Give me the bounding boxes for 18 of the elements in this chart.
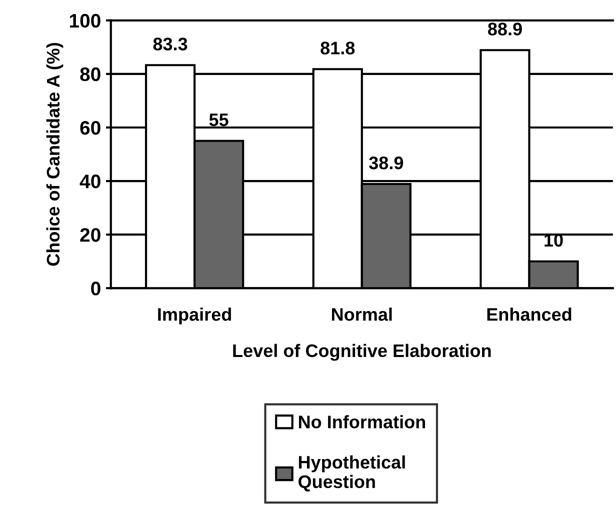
- x-axis-title: Level of Cognitive Elaboration: [233, 344, 491, 361]
- x-tick-label: Normal: [332, 308, 392, 321]
- y-tick-label: 80: [80, 67, 100, 82]
- data-label: 88.9: [488, 22, 522, 36]
- y-tick-label: 100: [70, 14, 100, 28]
- data-label: 81.8: [320, 42, 355, 54]
- y-tick-label: 40: [80, 174, 100, 188]
- y-tick-label: 0: [91, 282, 100, 296]
- legend-label: No Information: [298, 415, 426, 428]
- data-label: 38.9: [369, 156, 404, 170]
- x-tick-label: Enhanced: [487, 308, 572, 321]
- data-label: 55: [209, 114, 228, 126]
- x-tick-label: Impaired: [158, 308, 231, 324]
- legend-label: Hypothetical Question: [298, 455, 405, 492]
- data-label: 83.3: [153, 38, 188, 50]
- y-tick-label: 20: [80, 228, 100, 242]
- y-tick-label: 60: [80, 120, 100, 135]
- y-axis-title: Choice of Candidate A (%): [46, 42, 64, 266]
